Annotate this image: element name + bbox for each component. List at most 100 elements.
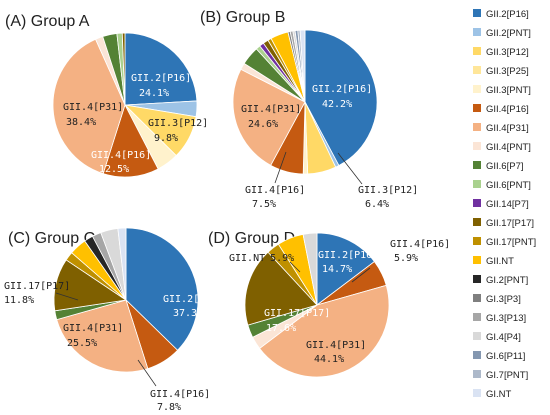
pie-slice-gii-2-p16: [124, 32, 198, 106]
legend-swatch: [473, 66, 481, 74]
leader-line: [289, 261, 301, 273]
slice-label-gii-4-p31: GII.4[P31]: [241, 104, 301, 115]
legend-item-gi-6-p11: GI.6[P11]: [473, 351, 525, 362]
legend-swatch: [473, 237, 481, 245]
pie-slice-gi-4-p4: [302, 232, 318, 306]
legend-item-gii-4-p16: GII.4[P16]: [473, 104, 529, 115]
slice-label-gii-2-p16: GII.2[P16]: [318, 250, 378, 261]
legend-swatch: [473, 294, 481, 302]
legend-label: GII.6[PNT]: [486, 180, 531, 191]
slice-label-gii-17-p17: GII.17[P17]: [264, 308, 330, 319]
legend-label: GII.NT: [486, 256, 514, 267]
slice-label-gii-4-p31: GII.4[P31]: [63, 102, 123, 113]
leader-line: [55, 292, 79, 301]
pie-slice-gii-2-p16: [125, 227, 199, 351]
legend-label: GI.3[P3]: [486, 294, 521, 305]
slice-label-gii-2-p16: GII.2[P16]: [312, 84, 372, 95]
pie-slice-gii-17-p17: [244, 251, 318, 326]
legend-label: GII.17[PNT]: [486, 237, 536, 248]
legend-item-gii-6-pnt: GII.6[PNT]: [473, 180, 531, 191]
leader-line: [337, 152, 363, 185]
slice-label-pct: 14.7%: [322, 264, 352, 275]
panel-title: (C) Group C: [8, 230, 95, 247]
panel-title: (A) Group A: [5, 13, 90, 30]
legend-swatch: [473, 85, 481, 93]
legend-swatch: [473, 351, 481, 359]
slice-label-gii-4-p31: GII.4[P31]: [63, 323, 123, 334]
slice-label-pct: 17.6%: [266, 323, 296, 334]
legend-label: GII.3[PNT]: [486, 85, 531, 96]
legend-item-gii-2-p16: GII.2[P16]: [473, 9, 529, 20]
slice-label-gii-2-p16: GII.2[P16]: [163, 294, 223, 305]
legend-label: GII.3[P12]: [486, 47, 529, 58]
legend-label: GII.6[P7]: [486, 161, 524, 172]
legend-item-gi-4-p4: GI.4[P4]: [473, 332, 521, 343]
legend-label: GI.NT: [486, 389, 512, 400]
slice-label-pct: 5.9%: [270, 253, 294, 264]
pie-panel-3: (C) Group C GII.2[P16] 37.3% GII.4[P16] 7.8%…: [4, 227, 223, 413]
legend-swatch: [473, 389, 481, 397]
legend-item-gii-17-p17: GII.17[P17]: [473, 218, 534, 229]
legend-item-gii-3-pnt: GII.3[PNT]: [473, 85, 531, 96]
slice-label-gii-3-p12: GII.3[P12]: [148, 118, 208, 129]
slice-label-pct: 44.1%: [314, 354, 344, 365]
slice-label-pct: 42.2%: [322, 99, 352, 110]
legend-label: GII.4[PNT]: [486, 142, 531, 153]
legend-label: GII.4[P16]: [486, 104, 529, 115]
leader-line: [274, 151, 287, 184]
slice-label-pct: 6.4%: [365, 199, 389, 210]
pie-slice-gii-4-p31: [52, 38, 126, 175]
legend-item-gii-14-p7: GII.14[P7]: [473, 199, 529, 210]
slice-label-gii-4-p16: GII.4[P16]: [390, 239, 450, 250]
slice-label-pct: 9.8%: [154, 133, 178, 144]
slice-label-gii-4-p31: GII.4[P31]: [306, 340, 366, 351]
legend-swatch: [473, 313, 481, 321]
pie-slice-gi-nt: [299, 29, 306, 103]
legend-item-gi-2-pnt: GI.2[PNT]: [473, 275, 528, 286]
leader-line: [137, 359, 157, 387]
slice-label-gii-4-p16: GII.4[P16]: [245, 185, 305, 196]
legend-label: GI.7[PNT]: [486, 370, 528, 381]
legend-item-gi-3-p3: GI.3[P3]: [473, 294, 521, 305]
pie-panel-2: (B) Group B GII.2[P16] 42.2% GII.3[P12] 6.4%…: [200, 9, 418, 210]
legend-item-gii-17-pnt: GII.17[PNT]: [473, 237, 536, 248]
slice-label-pct: 24.1%: [139, 88, 169, 99]
legend-swatch: [473, 199, 481, 207]
legend-item-gi-7-pnt: GI.7[PNT]: [473, 370, 528, 381]
slice-label-gii-nt: GII.NT 5.9%: [229, 253, 294, 264]
slice-label-pct: 37.3%: [173, 308, 203, 319]
legend-label: GI.3[P13]: [486, 313, 526, 324]
slice-label-gii-4-p16: GII.4[P16]: [150, 389, 210, 400]
legend-swatch: [473, 161, 481, 169]
legend-item-gii-6-p7: GII.6[P7]: [473, 161, 524, 172]
leader-line: [351, 267, 371, 283]
pie-slice-gii-2-p16: [304, 29, 378, 167]
legend-swatch: [473, 275, 481, 283]
legend-item-gii-3-p12: GII.3[P12]: [473, 47, 529, 58]
panel-title: (D) Group D: [208, 230, 295, 247]
legend-label: GII.17[P17]: [486, 218, 534, 229]
legend-swatch: [473, 180, 481, 188]
legend-label: GII.4[P31]: [486, 123, 529, 134]
legend-swatch: [473, 28, 481, 36]
pie-panels: (A) Group A GII.2[P16] 24.1% GII.3[P12] 9.8%…: [4, 9, 450, 413]
slice-label-gii-3-p12: GII.3[P12]: [358, 185, 418, 196]
legend-swatch: [473, 332, 481, 340]
legend-item-gii-nt: GII.NT: [473, 256, 514, 267]
legend-label: GII.2[PNT]: [486, 28, 531, 39]
legend-item-gii-4-pnt: GII.4[PNT]: [473, 142, 531, 153]
slice-label-gii-2-p16: GII.2[P16]: [131, 73, 191, 84]
legend-label: GII.14[P7]: [486, 199, 529, 210]
legend-swatch: [473, 256, 481, 264]
legend-label: GII.2[P16]: [486, 9, 529, 20]
legend-item-gii-4-p31: GII.4[P31]: [473, 123, 529, 134]
legend-swatch: [473, 123, 481, 131]
pie-slice-gii-4-p31: [56, 299, 149, 373]
slice-label-pct: 25.5%: [67, 338, 97, 349]
legend-label: GI.4[P4]: [486, 332, 521, 343]
legend-swatch: [473, 47, 481, 55]
pie-panel-1: (A) Group A GII.2[P16] 24.1% GII.3[P12] 9.8%…: [5, 13, 208, 178]
legend-item-gii-3-p25: GII.3[P25]: [473, 66, 529, 77]
legend-swatch: [473, 370, 481, 378]
